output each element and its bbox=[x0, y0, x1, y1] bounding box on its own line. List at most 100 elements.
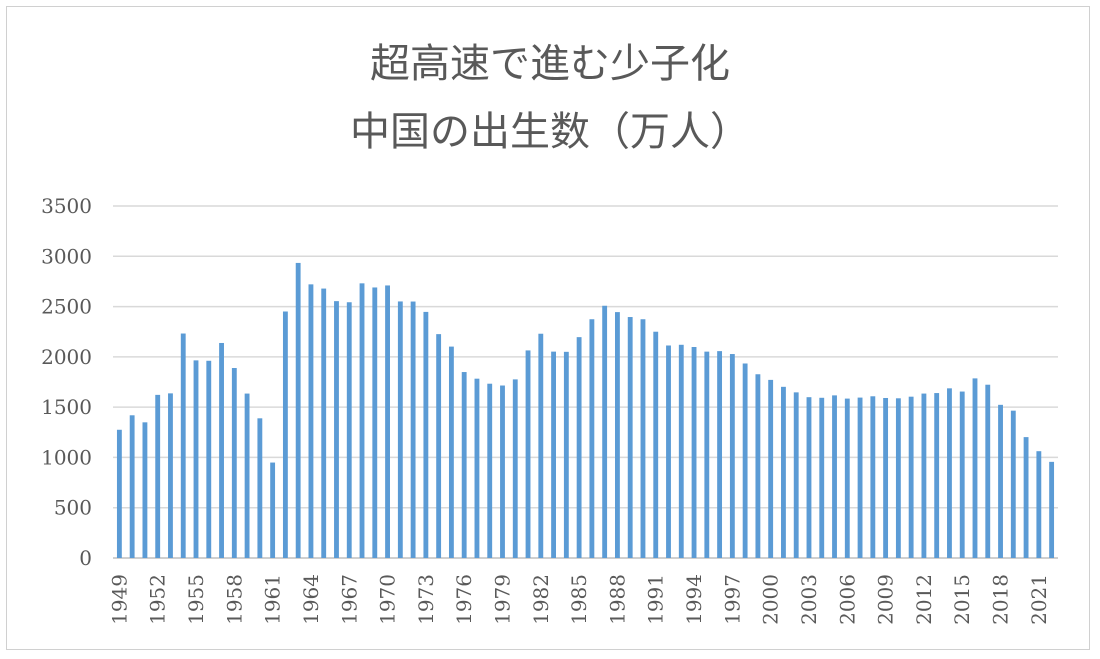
bar-2008 bbox=[870, 396, 876, 558]
x-tick-label: 1994 bbox=[682, 574, 706, 625]
bar-1980 bbox=[512, 379, 518, 558]
x-tick-label: 2015 bbox=[950, 574, 974, 625]
bar-1963 bbox=[295, 262, 301, 558]
bar-2020 bbox=[1023, 437, 1029, 558]
x-tick-label: 1964 bbox=[299, 574, 323, 625]
y-tick-label: 1500 bbox=[41, 395, 92, 419]
x-tick-label: 1985 bbox=[567, 574, 591, 625]
bar-1976 bbox=[461, 372, 467, 558]
bar-2013 bbox=[934, 393, 940, 558]
x-tick-label: 1988 bbox=[605, 574, 629, 625]
y-tick-label: 3000 bbox=[41, 244, 92, 268]
x-tick-label: 2009 bbox=[874, 574, 898, 625]
x-tick-label: 1979 bbox=[490, 574, 514, 625]
bar-1988 bbox=[614, 312, 620, 558]
bar-1961 bbox=[270, 462, 276, 558]
x-tick-label: 2003 bbox=[797, 574, 821, 625]
bar-2009 bbox=[883, 397, 889, 558]
x-tick-label: 2021 bbox=[1027, 574, 1051, 625]
bar-1997 bbox=[729, 354, 735, 558]
bar-1951 bbox=[142, 422, 148, 558]
bar-1995 bbox=[704, 351, 710, 558]
x-tick-label: 2012 bbox=[912, 574, 936, 625]
bar-2015 bbox=[959, 391, 965, 558]
bar-1986 bbox=[589, 319, 595, 558]
bar-1978 bbox=[487, 383, 493, 558]
bar-2005 bbox=[832, 395, 837, 558]
bar-1983 bbox=[551, 351, 557, 558]
bar-1962 bbox=[282, 311, 288, 558]
x-tick-label: 2000 bbox=[759, 574, 783, 625]
x-tick-label: 2018 bbox=[989, 574, 1013, 625]
chart-subtitle: 中国の出生数（万人） bbox=[350, 109, 750, 155]
bar-1989 bbox=[627, 317, 633, 558]
x-tick-label: 1955 bbox=[184, 574, 208, 625]
gridlines bbox=[113, 205, 1058, 559]
bar-2012 bbox=[921, 393, 927, 558]
bar-2018 bbox=[998, 404, 1003, 558]
bar-1985 bbox=[576, 337, 582, 558]
bar-1991 bbox=[653, 331, 659, 558]
bar-1968 bbox=[359, 283, 365, 558]
bar-1990 bbox=[640, 319, 646, 558]
bar-1957 bbox=[219, 342, 224, 558]
x-tick-label: 1973 bbox=[414, 574, 438, 625]
bar-2011 bbox=[908, 396, 914, 558]
bar-1979 bbox=[500, 385, 505, 558]
bar-1977 bbox=[474, 378, 480, 558]
bar-2001 bbox=[781, 386, 786, 558]
bar-1972 bbox=[410, 301, 416, 558]
y-tick-label: 1000 bbox=[41, 445, 92, 469]
bar-1965 bbox=[321, 288, 327, 558]
x-tick-label: 1991 bbox=[644, 574, 668, 625]
bar-1950 bbox=[129, 415, 135, 558]
x-tick-label: 1958 bbox=[222, 574, 246, 625]
bar-1994 bbox=[691, 347, 697, 558]
bar-1971 bbox=[397, 301, 403, 558]
bar-1982 bbox=[538, 333, 544, 558]
bar-1954 bbox=[180, 333, 186, 558]
bar-2010 bbox=[895, 398, 901, 558]
bar-1955 bbox=[193, 360, 199, 558]
x-tick-label: 1961 bbox=[261, 574, 285, 625]
bar-1999 bbox=[755, 374, 761, 558]
y-axis-ticks: 0 500 1000 1500 2000 2500 3000 3500 bbox=[41, 194, 92, 570]
bar-1964 bbox=[308, 284, 314, 558]
chart-title: 超高速で進む少子化 bbox=[370, 41, 730, 87]
bar-2014 bbox=[947, 388, 952, 558]
x-tick-label: 1982 bbox=[529, 574, 553, 625]
x-axis-ticks: 1949 1952 1955 1958 1961 1964 1967 1970 1973 1976… bbox=[107, 574, 1050, 625]
bar-2019 bbox=[1010, 410, 1016, 558]
bar-1998 bbox=[742, 363, 748, 558]
y-tick-label: 2000 bbox=[41, 345, 92, 369]
x-tick-label: 1970 bbox=[376, 574, 400, 625]
bar-2017 bbox=[985, 384, 991, 558]
y-tick-label: 2500 bbox=[41, 295, 92, 319]
bar-1960 bbox=[257, 418, 263, 558]
x-tick-label: 1967 bbox=[337, 574, 361, 625]
bar-1993 bbox=[678, 344, 684, 558]
x-tick-label: 1949 bbox=[107, 574, 131, 625]
y-tick-label: 500 bbox=[54, 496, 92, 520]
bar-1967 bbox=[346, 302, 352, 558]
bar-1987 bbox=[602, 305, 608, 558]
bar-1958 bbox=[231, 368, 237, 558]
x-tick-label: 1997 bbox=[720, 574, 744, 625]
bar-2016 bbox=[972, 378, 978, 558]
x-tick-label: 1976 bbox=[452, 574, 476, 625]
x-tick-label: 2006 bbox=[835, 574, 859, 625]
bar-2021 bbox=[1036, 451, 1042, 558]
bar-1959 bbox=[244, 393, 250, 558]
bar-1970 bbox=[385, 285, 390, 558]
bar-1953 bbox=[168, 393, 173, 558]
bar-1981 bbox=[525, 350, 531, 558]
bar-1996 bbox=[717, 351, 723, 558]
bar-2002 bbox=[793, 392, 799, 558]
bar-1973 bbox=[423, 311, 429, 558]
bar-1966 bbox=[334, 301, 339, 558]
bar-1992 bbox=[666, 345, 671, 558]
bar-2000 bbox=[768, 379, 774, 558]
bar-2003 bbox=[806, 397, 812, 558]
bar-2022 bbox=[1049, 461, 1055, 558]
x-tick-label: 1952 bbox=[146, 574, 170, 625]
